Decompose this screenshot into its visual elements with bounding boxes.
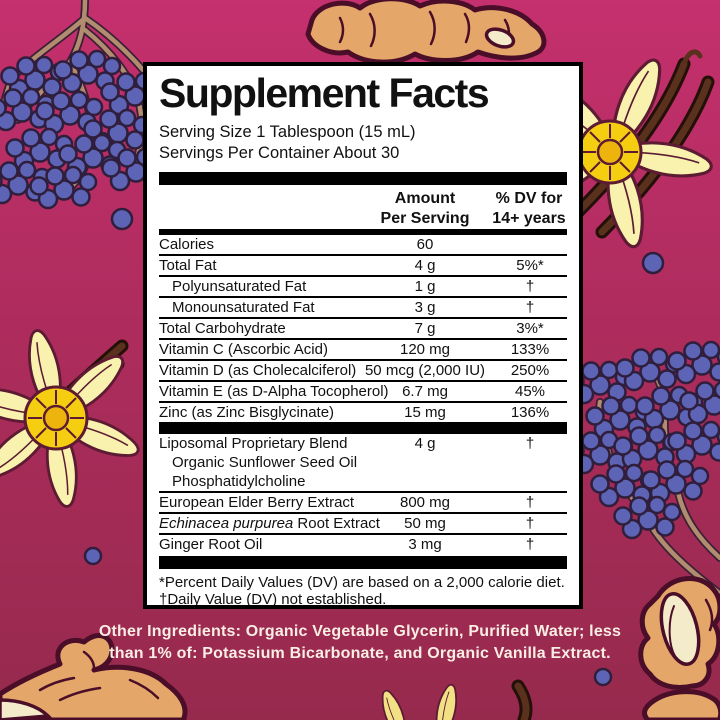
nutrient-row: Polyunsaturated Fat 1 g †	[159, 275, 567, 296]
vanilla-leaves-and-pod-bottom-illustration	[376, 679, 533, 720]
thick-divider-bar	[159, 556, 567, 569]
ginger-root-top-illustration	[305, 0, 547, 65]
cut-ginger-bottom-right-illustration	[593, 576, 720, 720]
elderberry-cluster-top-left-illustration	[0, 0, 170, 231]
nutrient-row: Total Carbohydrate 7 g 3%*	[159, 317, 567, 338]
nutrient-row: Ginger Root Oil 3 mg †	[159, 533, 567, 554]
table-header: Amount Per Serving % DV for 14+ years	[159, 188, 567, 229]
single-elderberry	[110, 207, 134, 231]
thick-divider-bar	[159, 172, 567, 185]
nutrient-row: Organic Sunflower Seed Oil	[172, 454, 358, 471]
servings-per-container-text: Servings Per Container About 30	[159, 144, 400, 162]
single-elderberry	[641, 251, 665, 275]
elderberry-cluster-right-illustration	[565, 251, 720, 596]
nutrient-row: Calories 60	[159, 236, 434, 253]
dv-column-header: % DV for 14+ years	[492, 190, 566, 227]
nutrient-row: Liposomal Proprietary Blend 4 g †	[159, 435, 535, 452]
nutrient-table: Calories 60 Total Fat 4 g 5%* Polyunsaturated…	[159, 235, 567, 422]
nutrient-row: Vitamin E (as D-Alpha Tocopherol) 6.7 mg 4…	[159, 380, 567, 401]
serving-size-text: Serving Size 1 Tablespoon (15 mL)	[159, 123, 416, 141]
nutrient-row: Echinacea purpurea Root Extract 50 mg †	[159, 512, 567, 533]
dagger-footnote: †Daily Value (DV) not established.	[159, 591, 387, 608]
single-elderberry	[83, 546, 103, 566]
nutrient-row: Vitamin C (Ascorbic Acid) 120 mg 133%	[159, 338, 567, 359]
blend-table: Liposomal Proprietary Blend 4 g † Organic S…	[159, 434, 567, 554]
amount-column-header: Amount Per Serving	[380, 190, 470, 227]
vanilla-flower-top-right-illustration	[516, 49, 716, 252]
supplement-facts-panel: Supplement Facts Serving Size 1 Tablespo…	[143, 62, 583, 609]
ginger-root-bottom-left-illustration	[0, 633, 188, 720]
nutrient-row: Total Fat 4 g 5%*	[159, 254, 567, 275]
nutrient-row: Phosphatidylcholine	[172, 473, 306, 490]
vanilla-flower-left-illustration	[0, 326, 145, 566]
single-elderberry	[593, 667, 613, 687]
percent-dv-footnote: *Percent Daily Values (DV) are based on …	[159, 574, 565, 591]
thick-divider-bar	[159, 422, 567, 434]
panel-title: Supplement Facts	[159, 70, 490, 116]
nutrient-row: Vitamin D (as Cholecalciferol) 50 mcg (2,…	[159, 359, 567, 380]
nutrient-row: European Elder Berry Extract 800 mg †	[159, 491, 567, 512]
header-divider-bar	[159, 229, 567, 235]
other-ingredients-text: Other Ingredients: Organic Vegetable Gly…	[98, 623, 622, 662]
nutrient-row: Zinc (as Zinc Bisglycinate) 15 mg 136%	[159, 401, 567, 422]
nutrient-row: Monounsaturated Fat 3 g †	[159, 296, 567, 317]
